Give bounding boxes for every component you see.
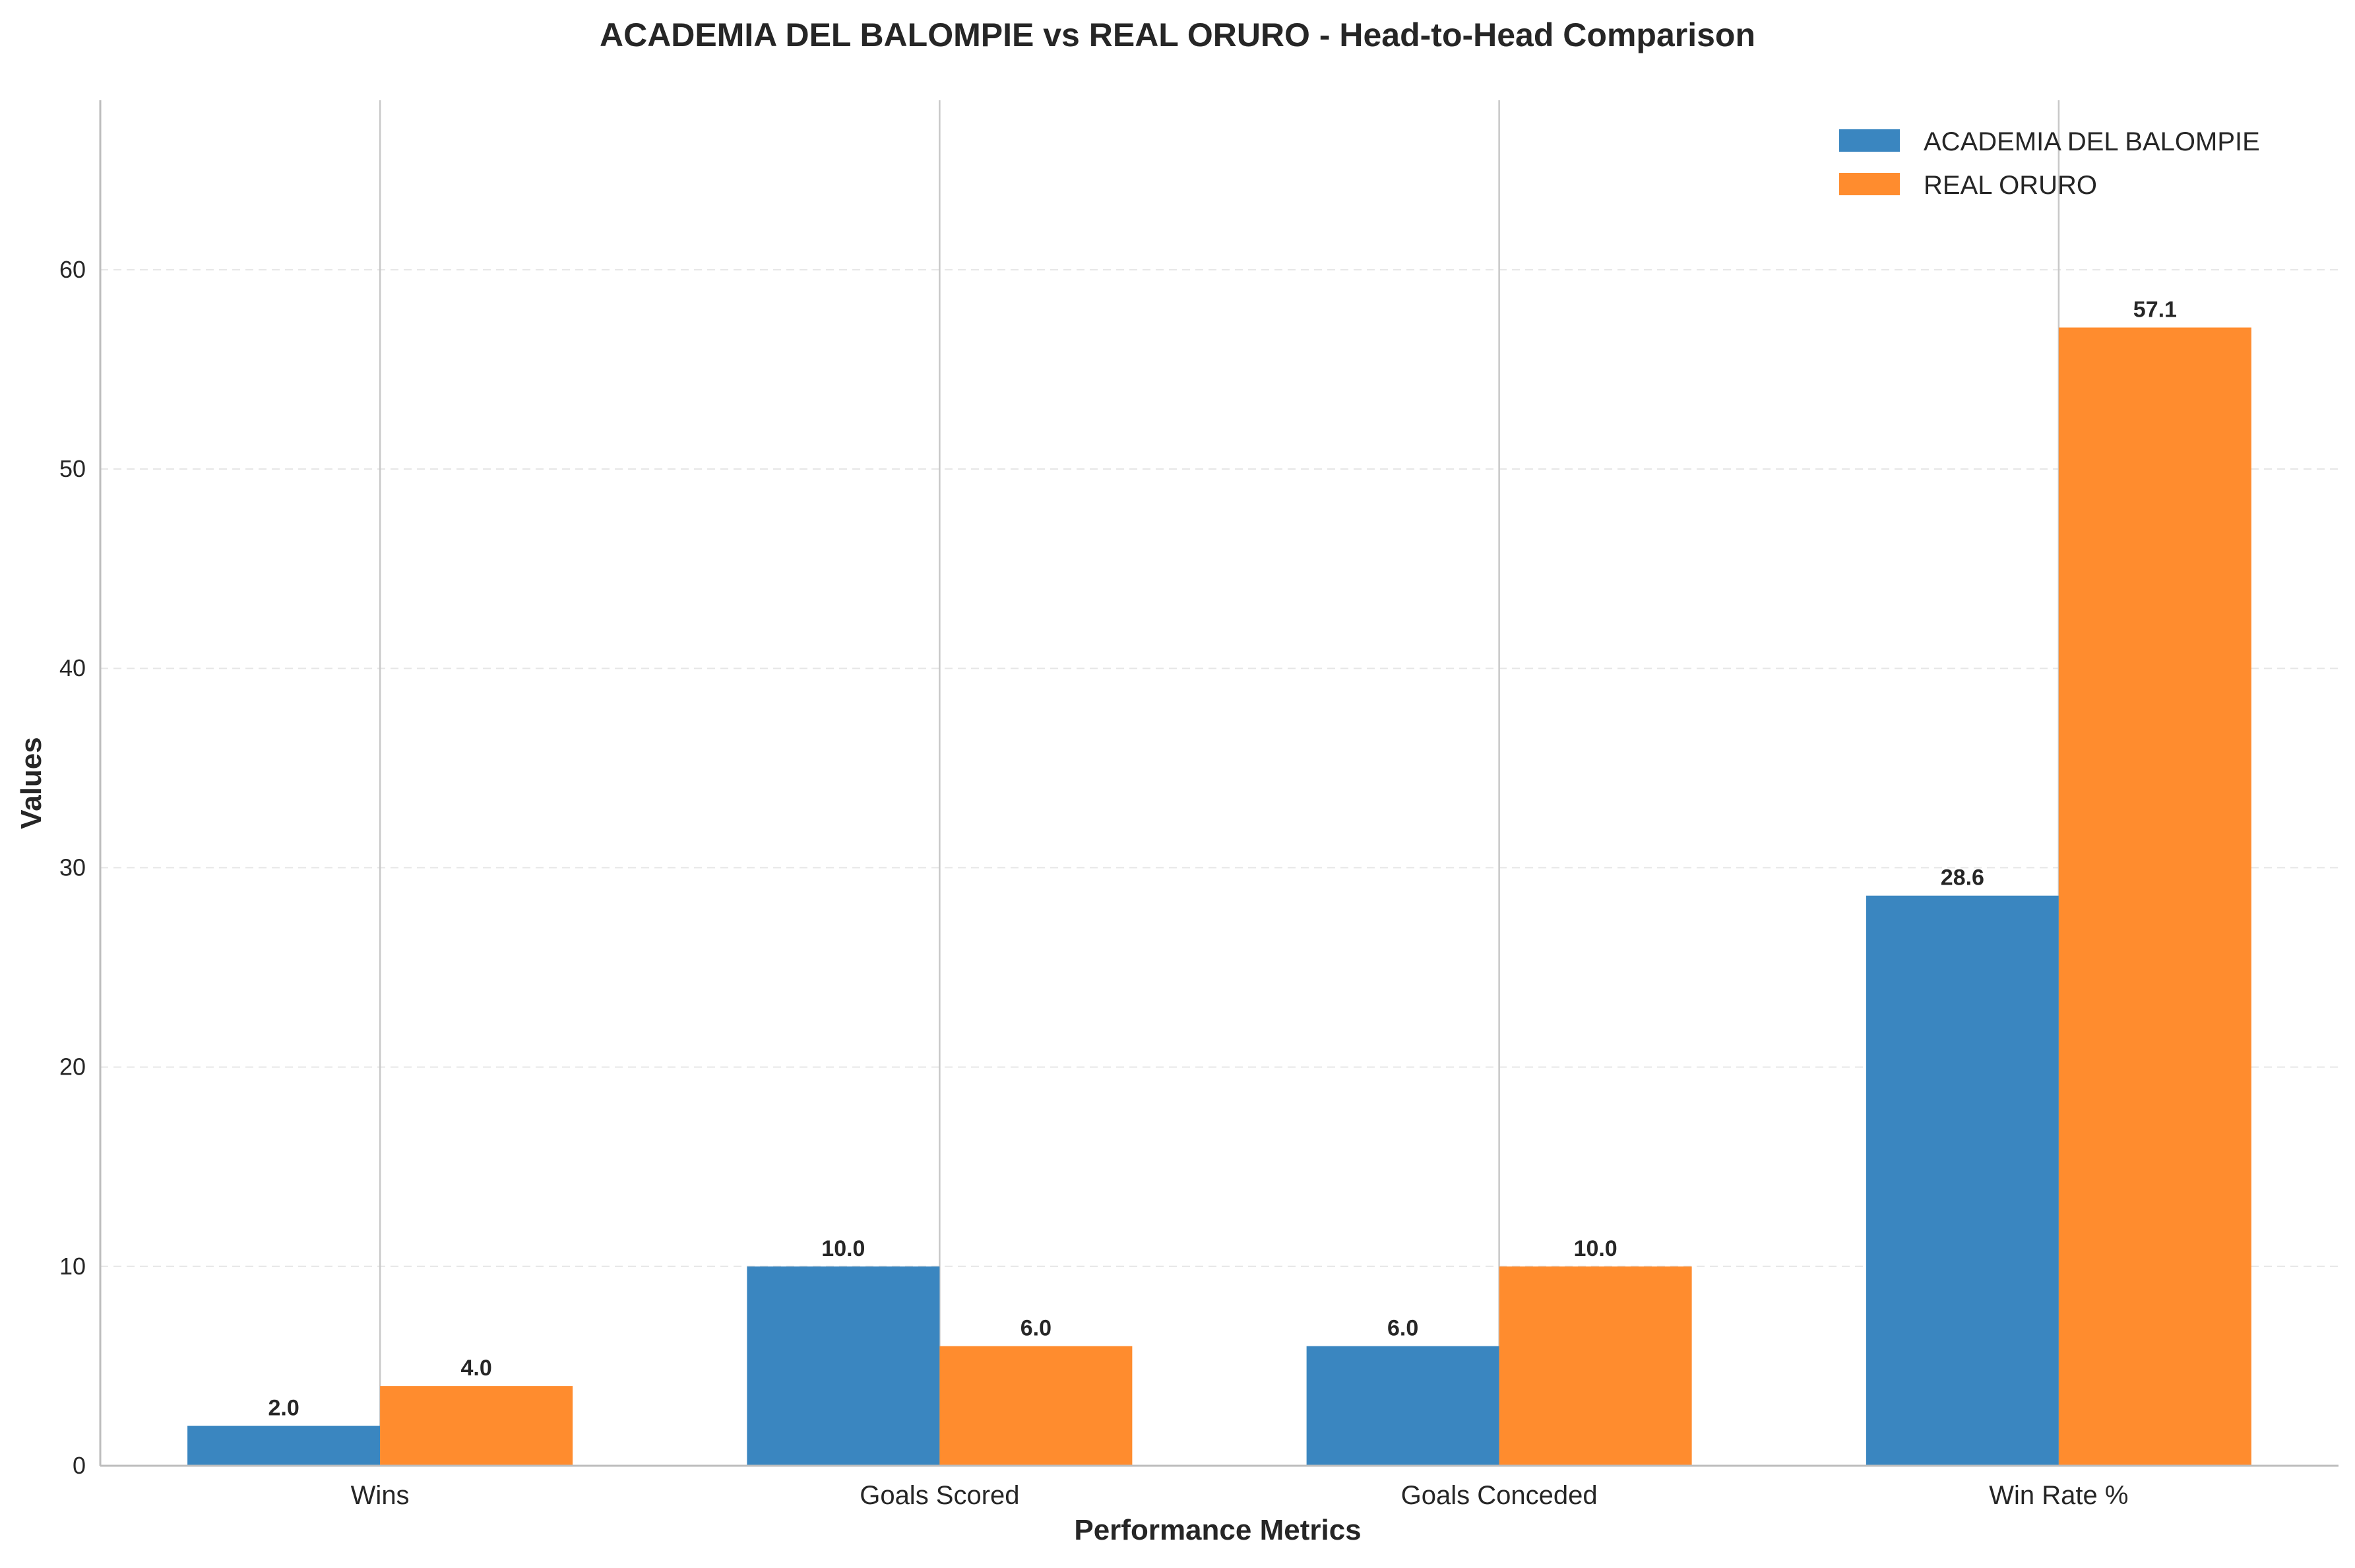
y-tick-label: 20 [59, 1053, 86, 1081]
y-tick-label: 40 [59, 654, 86, 681]
data-label: 4.0 [460, 1356, 491, 1381]
bar [1306, 1346, 1499, 1466]
data-label: 10.0 [821, 1236, 865, 1261]
x-tick-label: Wins [351, 1481, 410, 1510]
y-tick-label: 30 [59, 854, 86, 881]
x-axis-title: Performance Metrics [1074, 1514, 1361, 1546]
data-label: 57.1 [2133, 297, 2177, 322]
data-label: 10.0 [1574, 1236, 1617, 1261]
bar [939, 1346, 1133, 1466]
x-tick-label: Goals Conceded [1401, 1481, 1598, 1510]
bar [747, 1266, 940, 1466]
legend-label-real-oruro: REAL ORURO [1924, 171, 2097, 200]
data-label: 28.6 [1941, 865, 1984, 891]
data-label: 6.0 [1020, 1316, 1052, 1341]
legend: ACADEMIA DEL BALOMPIE REAL ORURO [1839, 127, 2260, 200]
bar [1866, 895, 2059, 1466]
bar [2058, 327, 2251, 1466]
y-axis-title: Values [15, 737, 47, 829]
y-tick-label: 10 [59, 1253, 86, 1280]
data-label: 2.0 [268, 1396, 299, 1421]
bar-layer [187, 327, 2251, 1466]
tick-layer: 0 10 20 30 40 50 60 Wins Goals Scored Goals Conce… [59, 256, 2129, 1510]
x-tick-label: Goals Scored [860, 1481, 1019, 1510]
x-tick-label: Win Rate % [1989, 1481, 2128, 1510]
legend-swatch-real-oruro [1839, 173, 1900, 195]
chart-title: ACADEMIA DEL BALOMPIE vs REAL ORURO - He… [600, 16, 1755, 53]
bar [1499, 1266, 1692, 1466]
data-label-layer: 2.0 10.0 6.0 28.6 4.0 6.0 10.0 57.1 [268, 297, 2176, 1420]
y-tick-label: 60 [59, 256, 86, 283]
bar [380, 1386, 573, 1466]
axis-layer [99, 100, 2339, 1467]
bar [187, 1426, 381, 1466]
data-label: 6.0 [1387, 1316, 1418, 1341]
legend-label-academia: ACADEMIA DEL BALOMPIE [1924, 127, 2260, 156]
y-tick-label: 0 [73, 1452, 86, 1479]
y-tick-label: 50 [59, 455, 86, 482]
legend-swatch-academia [1839, 129, 1900, 152]
